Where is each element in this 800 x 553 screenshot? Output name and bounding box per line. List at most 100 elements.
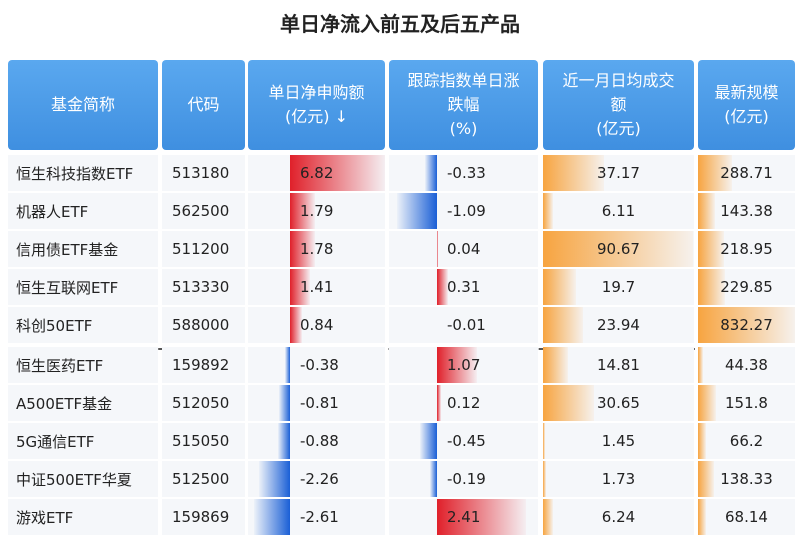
header-text: (亿元) bbox=[596, 119, 641, 138]
cell-text: -0.38 bbox=[300, 356, 339, 374]
cell-text: 512500 bbox=[172, 470, 230, 488]
cell-text: 288.71 bbox=[720, 164, 773, 182]
table-cell: 6.82 bbox=[248, 155, 385, 191]
table-cell: -2.26 bbox=[248, 461, 385, 497]
data-bar bbox=[437, 499, 527, 535]
data-bar bbox=[543, 193, 554, 229]
data-bar bbox=[437, 231, 439, 267]
data-bar bbox=[698, 461, 715, 497]
cell-text: 218.95 bbox=[720, 240, 773, 258]
cell-text: -0.45 bbox=[447, 432, 486, 450]
table-cell: 信用债ETF基金 bbox=[8, 231, 158, 267]
cell-text: 832.27 bbox=[720, 316, 773, 334]
data-bar bbox=[290, 307, 302, 343]
cell-text: 0.84 bbox=[300, 316, 334, 334]
cell-text: -0.19 bbox=[447, 470, 486, 488]
header-cell: 代码 bbox=[162, 60, 245, 150]
header-text: (%) bbox=[449, 119, 478, 138]
cell-text: 信用债ETF基金 bbox=[16, 240, 119, 259]
table-cell: 0.31 bbox=[389, 269, 538, 305]
data-bar bbox=[543, 461, 546, 497]
table-cell: 68.14 bbox=[698, 499, 795, 535]
cell-text: 1.79 bbox=[300, 202, 334, 220]
table-cell: 游戏ETF bbox=[8, 499, 158, 535]
header-text: 近一月日均成交 bbox=[562, 71, 675, 90]
data-bar bbox=[437, 347, 477, 383]
cell-text: 562500 bbox=[172, 202, 230, 220]
data-bar bbox=[698, 423, 706, 459]
table-cell: 19.7 bbox=[543, 269, 694, 305]
data-bar bbox=[543, 347, 568, 383]
cell-text: 513180 bbox=[172, 164, 230, 182]
cell-text: 0.04 bbox=[447, 240, 481, 258]
table-cell: 138.33 bbox=[698, 461, 795, 497]
cell-text: 14.81 bbox=[597, 356, 640, 374]
title: 单日净流入前五及后五产品 bbox=[280, 12, 520, 36]
table-cell: 30.65 bbox=[543, 385, 694, 421]
table-cell: 151.8 bbox=[698, 385, 795, 421]
cell-text: 恒生医药ETF bbox=[16, 356, 104, 375]
table-cell: 832.27 bbox=[698, 307, 795, 343]
cell-text: 151.8 bbox=[725, 394, 768, 412]
cell-text: 19.7 bbox=[601, 278, 636, 296]
data-bar bbox=[543, 231, 693, 267]
cell-text: 0.12 bbox=[447, 394, 481, 412]
header-cell: 跟踪指数单日涨 跌幅 (%) bbox=[389, 60, 538, 150]
cell-text: 0.31 bbox=[447, 278, 481, 296]
cell-text: 66.2 bbox=[729, 432, 764, 450]
table-cell: 512500 bbox=[162, 461, 245, 497]
cell-text: 513330 bbox=[172, 278, 230, 296]
data-bar bbox=[437, 385, 442, 421]
table-cell: A500ETF基金 bbox=[8, 385, 158, 421]
data-bar bbox=[253, 499, 290, 535]
cell-text: 512050 bbox=[172, 394, 230, 412]
header-text: 额 bbox=[610, 95, 627, 114]
cell-text: 6.82 bbox=[300, 164, 334, 182]
cell-text: 1.78 bbox=[300, 240, 334, 258]
table-cell: 159892 bbox=[162, 347, 245, 383]
table-cell: 2.41 bbox=[389, 499, 538, 535]
cell-text: 515050 bbox=[172, 432, 230, 450]
table-cell: 23.94 bbox=[543, 307, 694, 343]
header-text: 跌幅 bbox=[447, 95, 480, 114]
table-cell: 0.04 bbox=[389, 231, 538, 267]
cell-text: -2.61 bbox=[300, 508, 339, 526]
cell-text: 511200 bbox=[172, 240, 230, 258]
table-cell: -0.33 bbox=[389, 155, 538, 191]
table-cell: 44.38 bbox=[698, 347, 795, 383]
cell-text: 229.85 bbox=[720, 278, 773, 296]
table-cell: 6.11 bbox=[543, 193, 694, 229]
table-cell: 513180 bbox=[162, 155, 245, 191]
table-cell: 66.2 bbox=[698, 423, 795, 459]
cell-text: -1.09 bbox=[447, 202, 486, 220]
cell-text: -0.33 bbox=[447, 164, 486, 182]
data-bar bbox=[258, 461, 290, 497]
cell-text: 1.73 bbox=[601, 470, 636, 488]
cell-text: -0.81 bbox=[300, 394, 339, 412]
header-text: 单日净申购额 bbox=[268, 83, 365, 102]
data-bar bbox=[396, 193, 437, 229]
cell-text: 恒生互联网ETF bbox=[16, 278, 119, 297]
table-cell: 515050 bbox=[162, 423, 245, 459]
data-bar bbox=[543, 499, 554, 535]
header-text: (亿元) bbox=[724, 107, 769, 126]
table-cell: -0.88 bbox=[248, 423, 385, 459]
table-cell: -0.81 bbox=[248, 385, 385, 421]
data-bar bbox=[290, 231, 315, 267]
table-cell: -0.01 bbox=[389, 307, 538, 343]
table-cell: 159869 bbox=[162, 499, 245, 535]
cell-text: 588000 bbox=[172, 316, 230, 334]
table-cell: 科创50ETF bbox=[8, 307, 158, 343]
header-cell: 基金简称 bbox=[8, 60, 158, 150]
table-cell: 143.38 bbox=[698, 193, 795, 229]
table-cell: 90.67 bbox=[543, 231, 694, 267]
data-bar bbox=[437, 269, 449, 305]
data-bar bbox=[698, 385, 716, 421]
cell-text: -2.26 bbox=[300, 470, 339, 488]
table-cell: 588000 bbox=[162, 307, 245, 343]
table-cell: 中证500ETF华夏 bbox=[8, 461, 158, 497]
table-cell: 1.79 bbox=[248, 193, 385, 229]
header-cell: 单日净申购额 (亿元) ↓ bbox=[248, 60, 385, 150]
cell-text: -0.88 bbox=[300, 432, 339, 450]
cell-text: 90.67 bbox=[597, 240, 640, 258]
